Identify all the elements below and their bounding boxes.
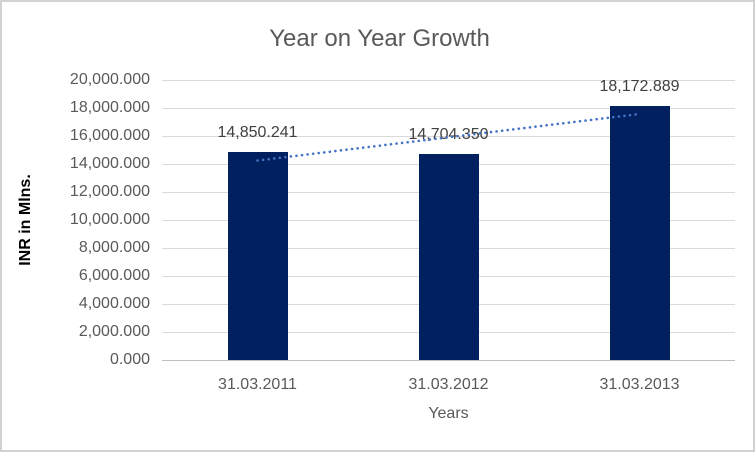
y-tick-label: 12,000.000	[69, 183, 150, 200]
gridline	[162, 80, 735, 81]
y-tick-label: 20,000.000	[69, 71, 150, 88]
x-tick-label: 31.03.2013	[599, 376, 680, 393]
data-label: 14,850.241	[217, 124, 298, 142]
x-tick-label: 31.03.2012	[408, 376, 489, 393]
y-tick-label: 14,000.000	[69, 155, 150, 172]
x-axis-title: Years	[428, 405, 469, 422]
data-label: 14,704.350	[408, 126, 489, 144]
y-tick-label: 2,000.000	[78, 323, 150, 340]
bar	[418, 154, 479, 360]
y-tick-label: 6,000.000	[78, 267, 150, 284]
y-tick-label: 0.000	[109, 351, 150, 368]
gridline	[162, 108, 735, 109]
x-tick-label: 31.03.2011	[218, 376, 297, 393]
chart-title: Year on Year Growth	[269, 25, 490, 52]
bar	[609, 105, 670, 360]
data-label: 18,172.889	[599, 77, 680, 95]
bar	[227, 152, 288, 360]
y-tick-label: 8,000.000	[78, 239, 150, 256]
y-tick-label: 18,000.000	[69, 99, 150, 116]
x-axis-line	[162, 360, 735, 361]
y-tick-label: 4,000.000	[78, 295, 150, 312]
y-tick-label: 16,000.000	[69, 127, 150, 144]
y-tick-label: 10,000.000	[69, 211, 150, 228]
